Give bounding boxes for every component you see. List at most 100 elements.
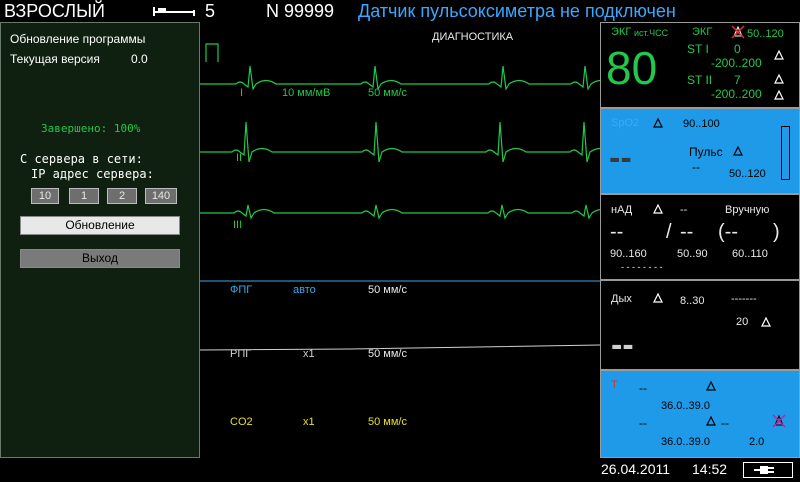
diagnostics-header: ДИАГНОСТИКА: [432, 31, 514, 43]
spo2-label: SpO2: [611, 117, 640, 129]
st1-value: 0: [734, 42, 741, 56]
ecg-lead-ii-trace: [200, 121, 600, 163]
bed-icon: [153, 7, 195, 16]
nibp-mean-range: 60..110: [732, 248, 768, 260]
co2-speed[interactable]: 50 мм/с: [368, 416, 407, 428]
pulse-value: --: [692, 160, 700, 174]
nibp-sys-range: 90..160: [610, 248, 647, 260]
st2-label: ST II: [687, 73, 713, 87]
ppg-mode[interactable]: авто: [293, 284, 316, 296]
ecg-gain[interactable]: 10 мм/мВ: [282, 87, 331, 99]
patient-id[interactable]: N 99999: [266, 1, 335, 21]
bell-muted-icon[interactable]: [772, 414, 786, 428]
nibp-slash: /: [666, 221, 672, 243]
temp2-range: 36.0..39.0: [661, 436, 710, 448]
update-button[interactable]: Обновление: [20, 216, 180, 235]
bell-muted-icon[interactable]: [731, 25, 745, 39]
co2-label: CO2: [230, 416, 253, 428]
current-version-value: 0.0: [131, 52, 148, 66]
temp1-value: --: [639, 381, 647, 395]
nibp-dia-range: 50..90: [677, 248, 708, 260]
co2-scale[interactable]: x1: [303, 416, 315, 428]
temp-delta-limit: 2.0: [749, 436, 765, 448]
resp-dashes: -------: [731, 293, 757, 305]
spo2-range: 90..100: [683, 118, 720, 130]
ppg-speed[interactable]: 50 мм/с: [368, 284, 407, 296]
ecg-hr-range: 50..120: [747, 28, 784, 40]
bell-icon[interactable]: [773, 89, 785, 101]
ecg-panel[interactable]: ЭКГ ист.ЧСС ЭКГ 50..120 80 ST I 0 -200..…: [600, 22, 800, 108]
alert-message: Датчик пульсоксиметра не подключен: [358, 1, 676, 21]
resp-label: Дых: [611, 293, 632, 305]
temp-panel[interactable]: T -- 36.0..39.0 -- -- 36.0..39.0 2.0: [600, 370, 800, 458]
waveform-area: ДИАГНОСТИКА I 10 мм/мВ 50 мм/с II III ФП…: [200, 22, 600, 458]
battery-plug-icon: [743, 462, 793, 478]
time: 14:52: [692, 461, 728, 477]
spo2-panel[interactable]: SpO2 90..100 -- Пульс -- 50..120: [600, 108, 800, 194]
bell-icon[interactable]: [652, 117, 664, 129]
ecg-label-2: ЭКГ: [692, 26, 713, 38]
nibp-mode[interactable]: Вручную: [725, 204, 770, 216]
st1-range: -200..200: [711, 56, 762, 70]
rpg-label: РПГ: [230, 348, 252, 360]
waveform-canvas: [200, 43, 600, 351]
nibp-dash: --: [680, 204, 688, 216]
ecg-lead-iii-trace: [200, 204, 600, 220]
patient-mode[interactable]: ВЗРОСЛЫЙ: [4, 1, 105, 21]
nibp-mean-close: ): [773, 221, 780, 243]
ip-octet-3[interactable]: 2: [107, 188, 137, 204]
bell-icon[interactable]: [732, 145, 744, 157]
st2-range: -200..200: [711, 87, 762, 101]
bell-icon[interactable]: [773, 73, 785, 85]
bed-number: 5: [205, 1, 216, 21]
progress-text: Завершено: 100%: [41, 122, 141, 135]
bell-icon[interactable]: [760, 316, 772, 328]
resp-range: 8..30: [680, 295, 705, 307]
nibp-time: - - - - - - - -: [621, 262, 663, 272]
ip-label: IP адрес сервера:: [31, 167, 154, 181]
st1-label: ST I: [687, 42, 709, 56]
ecg-speed[interactable]: 50 мм/с: [368, 87, 407, 99]
exit-button[interactable]: Выход: [20, 249, 180, 268]
bell-icon[interactable]: [773, 49, 785, 61]
update-title: Обновление программы: [10, 32, 146, 46]
bell-icon[interactable]: [705, 380, 717, 392]
pleth-bar: [781, 126, 790, 180]
spo2-value: --: [609, 139, 632, 177]
bell-icon[interactable]: [705, 415, 717, 427]
update-panel: Обновление программы Текущая версия 0.0 …: [0, 22, 200, 458]
ecg-lead-iii-label: III: [233, 219, 243, 231]
ip-octet-2[interactable]: 1: [69, 188, 99, 204]
rpg-speed[interactable]: 50 мм/с: [368, 348, 407, 360]
nibp-label: нАД: [611, 204, 633, 216]
ecg-lead-ii-label: II: [236, 152, 243, 164]
nibp-panel[interactable]: нАД -- Вручную -- / -- (-- ) 90..160 50.…: [600, 194, 800, 280]
resp-panel[interactable]: Дых 8..30 ------- 20 --: [600, 280, 800, 370]
st2-value: 7: [734, 73, 741, 87]
top-bar: ВЗРОСЛЫЙ 5 N 99999 Датчик пульсоксиметра…: [0, 0, 800, 22]
temp2-value: --: [639, 416, 647, 430]
status-bar: 26.04.2011 14:52: [600, 460, 800, 480]
rpg-scale[interactable]: x1: [303, 348, 315, 360]
bell-icon[interactable]: [652, 292, 664, 304]
nibp-mean: (--: [718, 221, 738, 243]
temp-delta-value: --: [721, 416, 729, 430]
heart-rate-value: 80: [606, 42, 658, 94]
nibp-dia: --: [680, 221, 694, 243]
ecg-cal-pulse: [205, 43, 219, 62]
ecg-label: ЭКГ: [611, 26, 632, 38]
ppg-label: ФПГ: [230, 284, 253, 296]
rpg-trace: [200, 344, 600, 351]
apnea-time: 20: [736, 316, 749, 328]
server-label: С сервера в сети:: [20, 152, 143, 166]
temp-label: T: [611, 379, 618, 391]
date: 26.04.2011: [601, 461, 671, 477]
ecg-lead-i-label: I: [240, 87, 244, 99]
bell-icon[interactable]: [652, 203, 664, 215]
current-version-label: Текущая версия: [10, 52, 100, 66]
nibp-sys: --: [610, 221, 624, 243]
ecg-source: ист.ЧСС: [634, 28, 669, 38]
pulse-label: Пульс: [689, 145, 723, 159]
ip-octet-1[interactable]: 10: [31, 188, 59, 204]
ip-octet-4[interactable]: 140: [145, 188, 177, 204]
